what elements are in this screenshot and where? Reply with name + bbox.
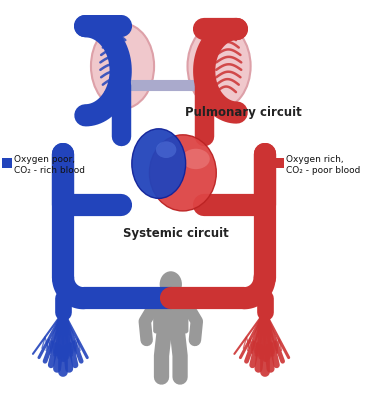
Ellipse shape <box>91 24 154 109</box>
Ellipse shape <box>149 135 216 211</box>
Ellipse shape <box>187 24 251 109</box>
Ellipse shape <box>182 149 210 169</box>
FancyBboxPatch shape <box>153 293 189 333</box>
Ellipse shape <box>132 129 186 198</box>
Text: CO₂ - rich blood: CO₂ - rich blood <box>14 165 85 175</box>
Ellipse shape <box>156 141 176 158</box>
Bar <box>2 158 12 168</box>
Text: CO₂ - poor blood: CO₂ - poor blood <box>286 165 360 175</box>
Bar <box>274 158 284 168</box>
Text: Oxygen poor,: Oxygen poor, <box>14 155 75 164</box>
Text: Systemic circuit: Systemic circuit <box>123 227 228 240</box>
Ellipse shape <box>160 271 182 297</box>
Text: Oxygen rich,: Oxygen rich, <box>286 155 344 164</box>
Text: Pulmonary circuit: Pulmonary circuit <box>185 106 301 119</box>
